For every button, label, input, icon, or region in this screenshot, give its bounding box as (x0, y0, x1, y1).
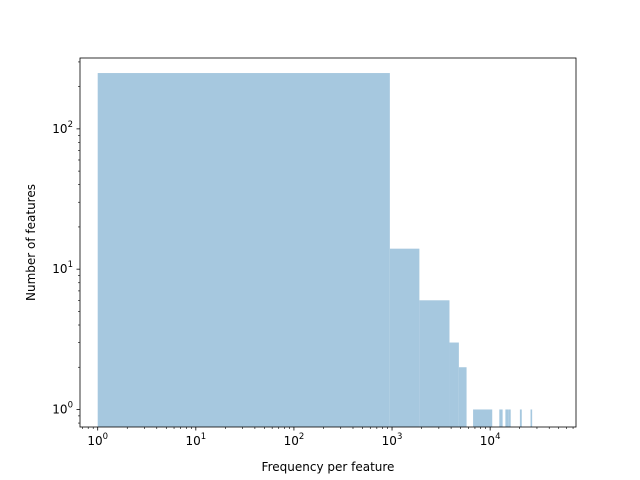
x-tick-label: 104 (480, 432, 501, 448)
histogram-bar (449, 342, 459, 427)
histogram-bar (97, 73, 390, 427)
histogram-bar (519, 409, 522, 427)
x-axis-ticks: 100 101 102 103 104 (82, 427, 574, 448)
histogram-bar (419, 300, 450, 427)
y-tick-label: 102 (52, 120, 73, 136)
x-tick-label: 100 (87, 432, 108, 448)
bars-group (97, 73, 533, 427)
x-tick-label: 103 (382, 432, 403, 448)
histogram-bar (389, 248, 420, 427)
y-axis-label: Number of features (24, 184, 38, 301)
y-tick-label: 101 (52, 260, 73, 276)
x-tick-label: 101 (185, 432, 206, 448)
plot-frame (79, 57, 577, 428)
histogram-bar (473, 409, 493, 427)
x-axis-label: Frequency per feature (262, 460, 395, 474)
histogram-bar (508, 409, 511, 427)
histogram-bar (505, 409, 509, 427)
y-axis-ticks: 100 101 102 (52, 61, 80, 424)
histogram-bar (530, 409, 533, 427)
histogram-bar (499, 409, 503, 427)
histogram-bar (458, 367, 467, 427)
x-tick-label: 102 (284, 432, 305, 448)
y-tick-label: 100 (52, 400, 73, 416)
